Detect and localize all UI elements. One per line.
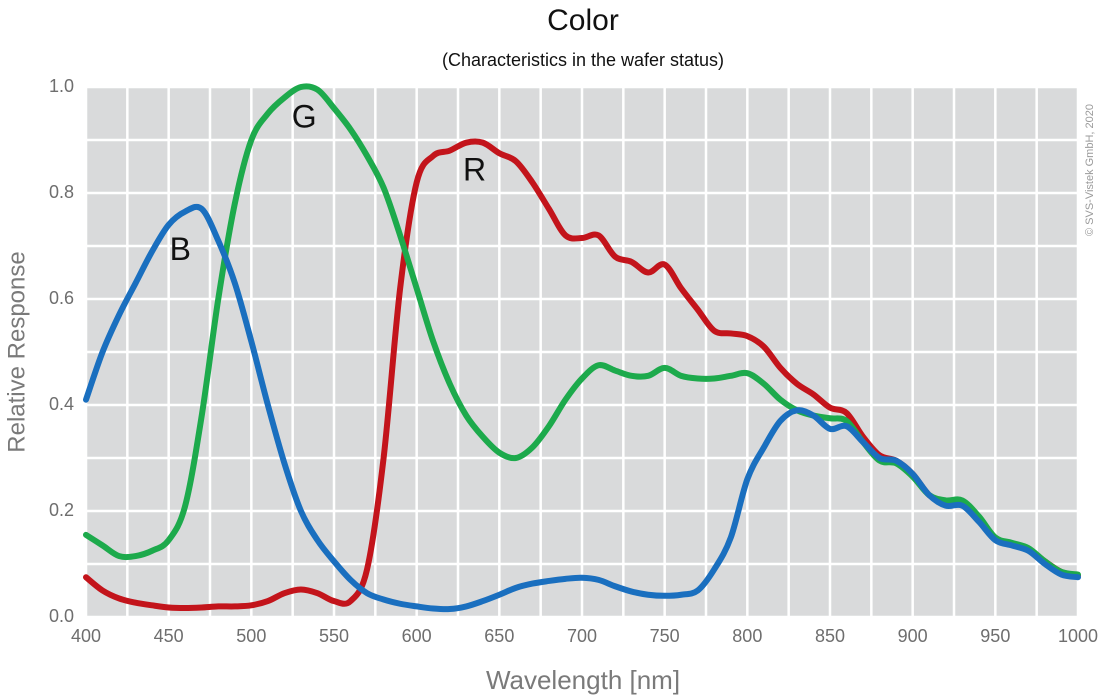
y-tick-label: 0.2 xyxy=(49,500,74,520)
y-tick-label: 0.0 xyxy=(49,606,74,626)
x-tick-label: 550 xyxy=(319,626,349,646)
copyright: © SVS-Vistek GmbH, 2020 xyxy=(1084,104,1096,236)
y-tick-label: 1.0 xyxy=(49,76,74,96)
x-axis-label: Wavelength [nm] xyxy=(486,665,680,695)
x-tick-label: 700 xyxy=(567,626,597,646)
x-tick-label: 500 xyxy=(236,626,266,646)
x-tick-label: 900 xyxy=(898,626,928,646)
chart-title: Color xyxy=(547,4,619,37)
x-tick-label: 650 xyxy=(484,626,514,646)
y-tick-label: 0.4 xyxy=(49,394,74,414)
y-tick-label: 0.6 xyxy=(49,288,74,308)
y-tick-label: 0.8 xyxy=(49,182,74,202)
x-tick-label: 800 xyxy=(732,626,762,646)
y-axis-label: Relative Response xyxy=(3,251,30,452)
x-tick-label: 400 xyxy=(71,626,101,646)
x-tick-label: 850 xyxy=(815,626,845,646)
x-tick-label: 1000 xyxy=(1058,626,1098,646)
x-tick-label: 600 xyxy=(402,626,432,646)
x-tick-label: 450 xyxy=(154,626,184,646)
annotation: R xyxy=(463,151,486,187)
x-tick-label: 750 xyxy=(650,626,680,646)
x-tick-label: 950 xyxy=(980,626,1010,646)
annotation: B xyxy=(170,231,191,267)
annotation: G xyxy=(292,98,317,134)
chart-subtitle: (Characteristics in the wafer status) xyxy=(442,50,724,70)
line-series xyxy=(83,203,1081,613)
